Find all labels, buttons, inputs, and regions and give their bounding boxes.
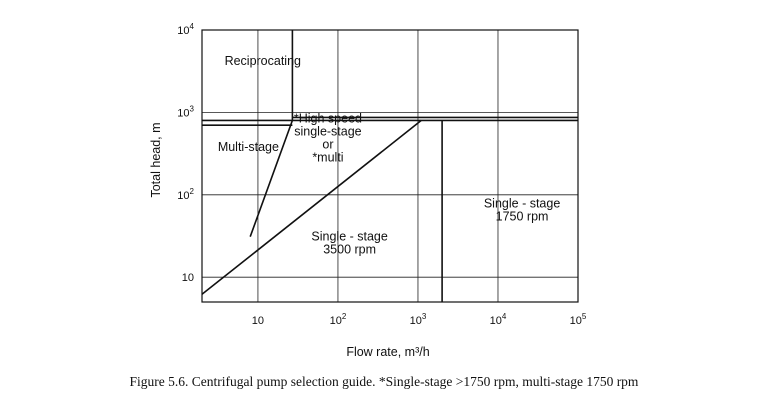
figure-caption: Figure 5.6. Centrifugal pump selection g…: [129, 374, 639, 389]
region-label: single-stage: [294, 124, 361, 138]
y-axis-label: Total head, m: [149, 122, 163, 197]
region-label: Reciprocating: [225, 54, 301, 68]
region-label: Single - stage: [484, 197, 560, 211]
y-tick-label: 103: [177, 104, 194, 119]
tick-labels: 10 102 103 104 105 10 102 103 104: [177, 22, 587, 327]
y-tick-label: 104: [177, 22, 194, 37]
grid: [202, 30, 578, 302]
x-tick-label: 102: [330, 312, 347, 327]
region-label: 3500 rpm: [323, 243, 376, 257]
boundary-line: [201, 119, 422, 295]
x-tick-exponent: 4: [502, 312, 507, 321]
region-label: Single - stage: [311, 230, 387, 244]
x-tick-label: 10: [252, 315, 264, 327]
x-tick-label: 104: [490, 312, 507, 327]
boundary-line: [249, 120, 294, 237]
plot-frame: [201, 29, 579, 303]
region-label: or: [322, 137, 333, 151]
x-tick-exponent: 3: [422, 312, 427, 321]
x-tick-label: 103: [410, 312, 427, 327]
y-tick-exponent: 2: [190, 187, 195, 196]
boundary-lines: [201, 30, 578, 302]
y-tick-label: 102: [177, 187, 194, 202]
x-tick-exponent: 5: [582, 312, 587, 321]
x-tick-label: 105: [570, 312, 587, 327]
y-tick-exponent: 3: [190, 104, 195, 113]
region-label: Multi-stage: [218, 140, 279, 154]
y-tick-label: 10: [182, 272, 194, 284]
region-label: *High speed: [294, 111, 362, 125]
x-axis-label: Flow rate, m³/h: [346, 345, 429, 359]
region-label: *multi: [312, 150, 343, 164]
x-tick-exponent: 2: [342, 312, 347, 321]
pump-selection-chart: 10 102 103 104 105 10 102 103 104 Reciprocating M…: [149, 22, 587, 359]
region-label: 1750 rpm: [496, 210, 549, 224]
region-labels: Reciprocating Multi-stage *High speedsingl…: [218, 54, 561, 256]
y-tick-exponent: 4: [190, 22, 195, 31]
